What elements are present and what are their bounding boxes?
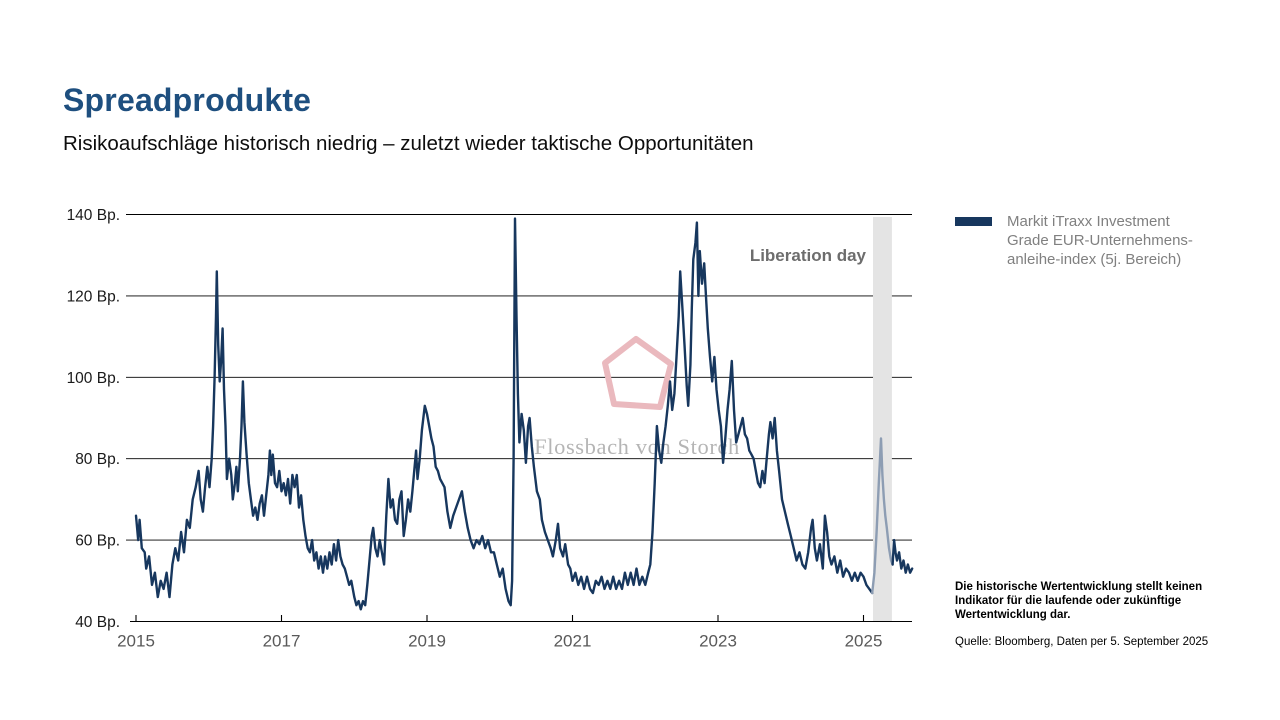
x-axis-label: 2019	[408, 632, 446, 651]
liberation-day-annotation: Liberation day	[749, 246, 866, 265]
y-axis-label: 120 Bp.	[67, 288, 120, 305]
page-title: Spreadprodukte	[63, 82, 312, 118]
legend-line-1: Markit iTraxx Investment	[1007, 213, 1170, 230]
legend-line-2: Grade EUR-Unternehmens-	[1007, 232, 1193, 249]
legend-label: Markit iTraxx Investment Grade EUR-Unter…	[1007, 212, 1193, 269]
series-line-1	[871, 437, 894, 595]
watermark: Flossbach von Storch	[534, 336, 740, 459]
source-text: Quelle: Bloomberg, Daten per 5. Septembe…	[955, 636, 1209, 648]
x-axis-label: 2015	[117, 632, 155, 651]
x-axis-label: 2025	[845, 632, 883, 651]
legend-swatch	[955, 217, 992, 226]
legend: Markit iTraxx Investment Grade EUR-Unter…	[955, 212, 1193, 269]
gridlines	[126, 214, 912, 541]
x-axis-label: 2021	[554, 632, 592, 651]
y-axis-label: 80 Bp.	[75, 451, 120, 468]
y-axis-label: 40 Bp.	[75, 614, 120, 631]
x-axis-label: 2023	[699, 632, 737, 651]
x-axis	[130, 615, 912, 623]
pentagon-logo-icon	[602, 336, 674, 410]
series-lines	[134, 217, 914, 611]
series-line-2	[891, 538, 914, 574]
axis-labels: 140 Bp.120 Bp.100 Bp.80 Bp.60 Bp.40 Bp.2…	[67, 207, 883, 651]
x-axis-label: 2017	[263, 632, 301, 651]
page-subtitle: Risikoaufschläge historisch niedrig – zu…	[63, 132, 754, 155]
disclaimer-text: Die historische Wertentwicklung stellt k…	[955, 581, 1203, 621]
y-axis-label: 100 Bp.	[67, 370, 120, 387]
legend-line-3: anleihe-index (5j. Bereich)	[1007, 251, 1182, 268]
y-axis-label: 140 Bp.	[67, 207, 120, 224]
watermark-text: Flossbach von Storch	[534, 434, 740, 459]
series-line-0	[134, 217, 874, 611]
y-axis-label: 60 Bp.	[75, 533, 120, 550]
